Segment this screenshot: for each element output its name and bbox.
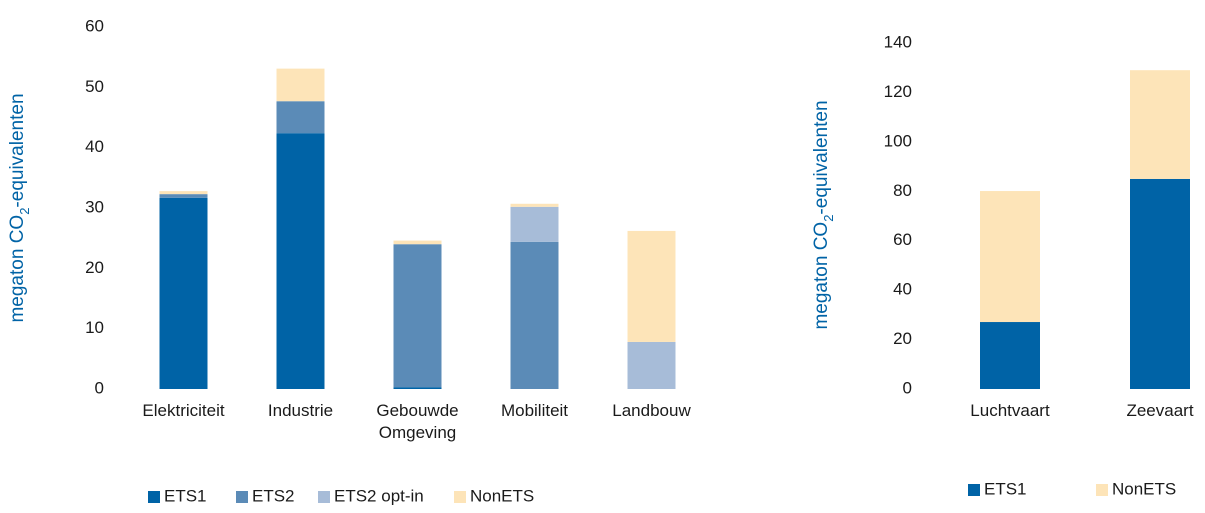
bar-segment (627, 341, 676, 389)
x-tick-label: Zeevaart (1126, 401, 1194, 420)
bar-segment (510, 206, 559, 242)
bar-segment (276, 68, 325, 102)
bar-segment (627, 230, 676, 342)
y-tick-label: 10 (85, 318, 104, 337)
y-tick-label: 50 (85, 77, 104, 96)
y-tick-label: 0 (903, 378, 912, 397)
y-tick-label: 60 (893, 230, 912, 249)
y-axis-label: megaton CO2-equivalenten (7, 93, 32, 322)
y-tick-label: 40 (893, 280, 912, 299)
x-tick-label: Landbouw (612, 401, 691, 420)
legend-swatch (236, 491, 248, 503)
legend-label: ETS1 (164, 486, 207, 505)
y-axis-label-part: -equivalenten (811, 100, 832, 214)
legend-swatch (148, 491, 160, 503)
bar-segment (159, 194, 208, 198)
legend-label: NonETS (1112, 479, 1176, 498)
bar-segment (1130, 178, 1190, 389)
y-tick-label: 60 (85, 16, 104, 35)
y-tick-label: 0 (95, 378, 104, 397)
x-tick-label: Luchtvaart (970, 401, 1050, 420)
bar-segment (159, 197, 208, 389)
legend-swatch (454, 491, 466, 503)
x-tick-label: Gebouwde Omgeving (376, 401, 459, 442)
legend-label: NonETS (470, 486, 534, 505)
y-tick-label: 20 (85, 258, 104, 277)
bar-segment (276, 133, 325, 389)
x-tick-label: Elektriciteit (142, 401, 225, 420)
legend-label: ETS2 (252, 486, 295, 505)
legend-label: ETS2 opt-in (334, 486, 424, 505)
bar-segment (510, 203, 559, 207)
y-axis-label-part: 2 (821, 215, 836, 222)
y-axis-label-part: megaton CO (7, 215, 28, 323)
y-axis-label-part: 2 (17, 208, 32, 215)
y-axis-label-part: megaton CO (811, 222, 832, 330)
bar-segment (276, 101, 325, 134)
x-tick-label: Industrie (267, 401, 334, 420)
bar-segment (510, 241, 559, 389)
y-axis-label: megaton CO2-equivalenten (811, 100, 836, 329)
y-axis-label-part: -equivalenten (7, 93, 28, 207)
y-tick-label: 40 (85, 137, 104, 156)
y-tick-label: 20 (893, 329, 912, 348)
bar-segment (980, 322, 1040, 389)
bar-segment (393, 387, 442, 389)
legend-label: ETS1 (984, 479, 1027, 498)
y-tick-label: 120 (884, 82, 912, 101)
legend-swatch (1096, 484, 1108, 496)
bar-segment (393, 240, 442, 245)
bar-segment (159, 191, 208, 195)
legend-swatch (968, 484, 980, 496)
y-tick-label: 100 (884, 131, 912, 150)
bar-segment (1130, 70, 1190, 179)
bar-segment (393, 244, 442, 388)
legend-swatch (318, 491, 330, 503)
y-tick-label: 80 (893, 181, 912, 200)
bar-segment (980, 191, 1040, 323)
y-tick-label: 30 (85, 197, 104, 216)
x-tick-label: Mobiliteit (500, 401, 569, 420)
y-tick-label: 140 (884, 32, 912, 51)
